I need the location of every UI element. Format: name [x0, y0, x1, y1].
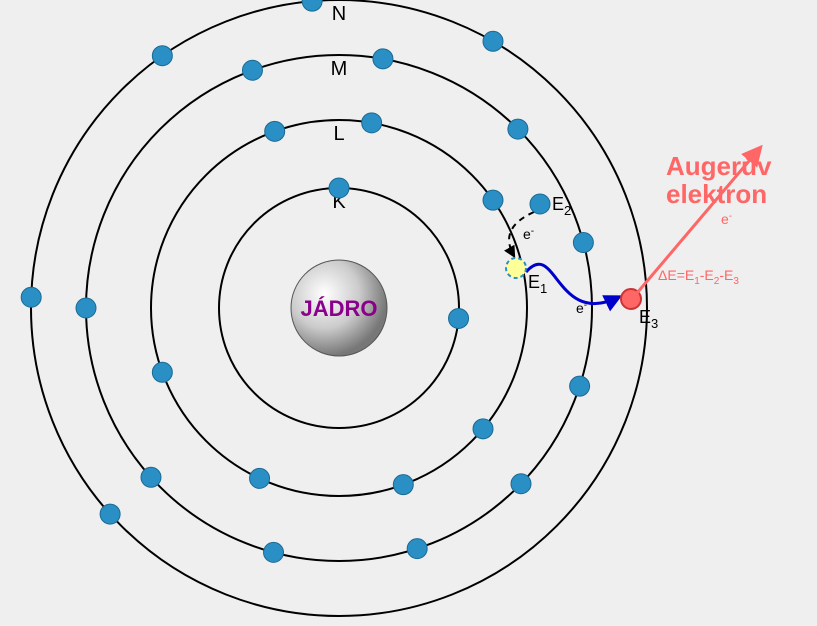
- electron: [483, 31, 503, 51]
- nucleus-label: JÁDRO: [300, 296, 377, 321]
- electron: [329, 178, 349, 198]
- vacancy-e1: [506, 258, 526, 278]
- electron: [407, 539, 427, 559]
- electron: [76, 298, 96, 318]
- electron: [473, 419, 493, 439]
- electron: [100, 504, 120, 524]
- shell-label-M: M: [331, 58, 348, 80]
- electron: [508, 119, 528, 139]
- electron: [242, 60, 262, 80]
- electron: [373, 49, 393, 69]
- auger-title-1: Augerův: [666, 151, 772, 181]
- eminus-blue: e-: [576, 300, 587, 316]
- eminus-dash: e-: [523, 226, 534, 242]
- electron: [302, 0, 322, 11]
- auger-diagram: JÁDRO KLMN E1 E2 E3 Augerův elektron e- …: [0, 0, 817, 626]
- shell-label-L: L: [333, 123, 344, 145]
- electron: [264, 542, 284, 562]
- shell-label-N: N: [332, 3, 346, 25]
- electron: [570, 376, 590, 396]
- e2-label: E2: [552, 194, 571, 218]
- electron: [141, 467, 161, 487]
- auger-eminus: e-: [721, 211, 732, 227]
- electron: [362, 113, 382, 133]
- electron: [265, 121, 285, 141]
- e1-label: E1: [528, 272, 547, 296]
- energy-formula: ΔE=E1-E2-E3: [658, 267, 739, 287]
- electron: [152, 46, 172, 66]
- e3-label: E3: [639, 307, 658, 331]
- electron: [250, 468, 270, 488]
- auger-title-2: elektron: [666, 179, 767, 209]
- electron: [21, 287, 41, 307]
- electron: [152, 362, 172, 382]
- electron: [511, 474, 531, 494]
- electron: [573, 233, 593, 253]
- electron: [393, 475, 413, 495]
- electron-e2: [530, 194, 550, 214]
- electron: [449, 308, 469, 328]
- electron: [483, 190, 503, 210]
